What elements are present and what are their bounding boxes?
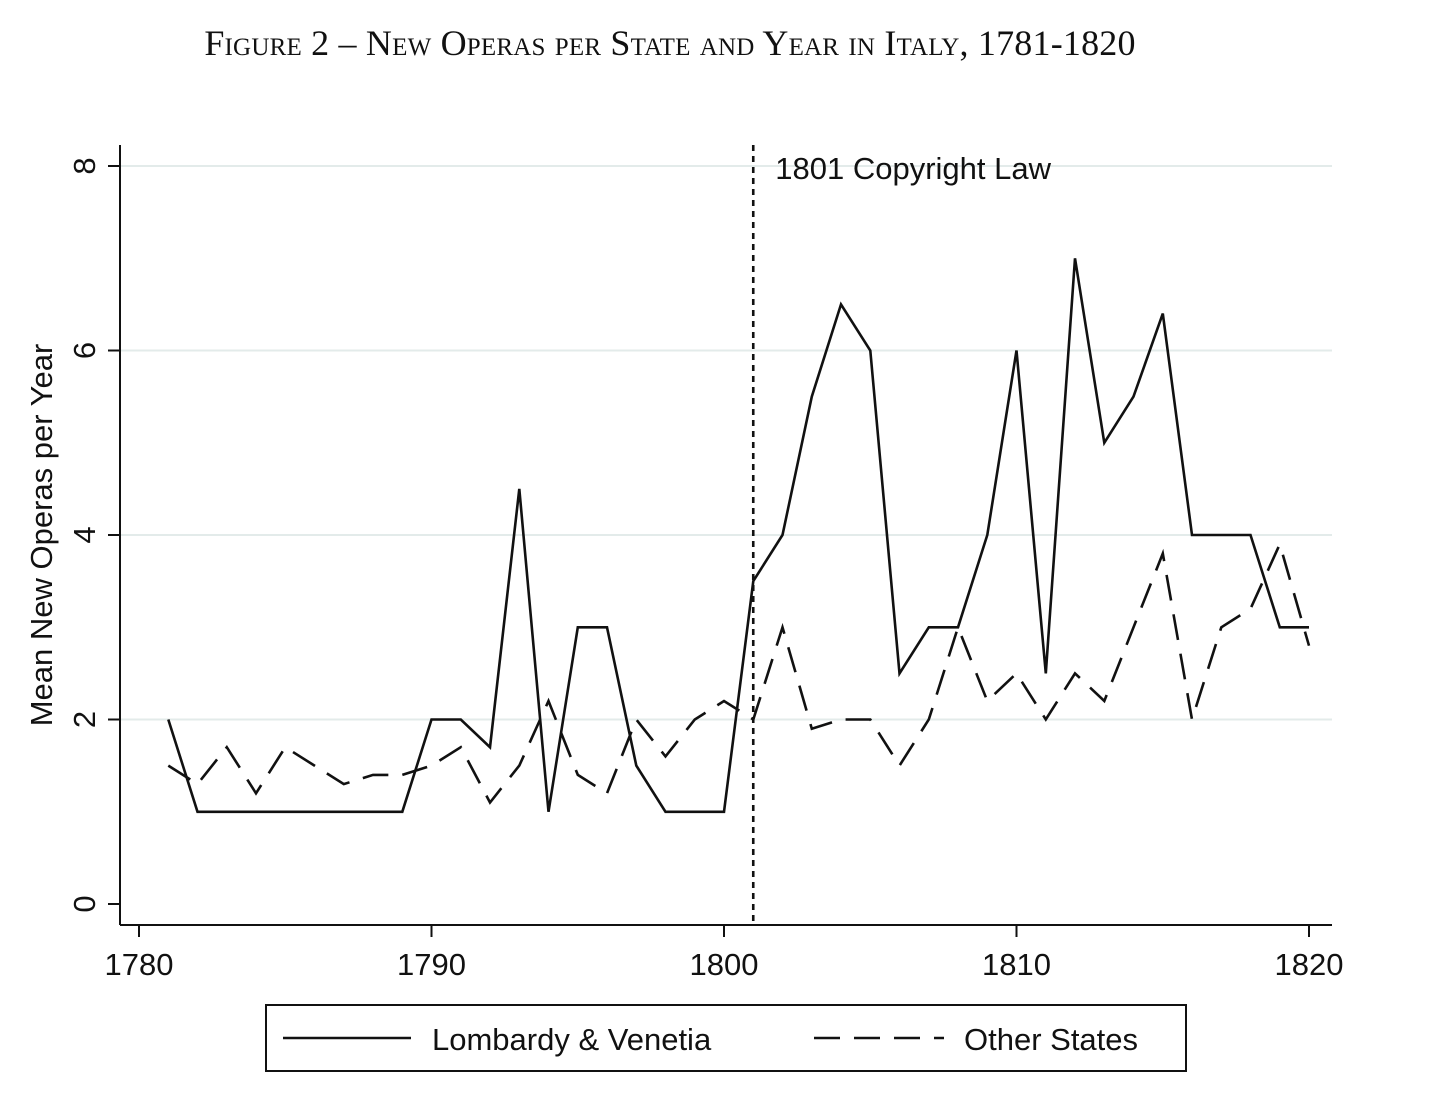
x-tick-label-1800: 1800 — [690, 947, 759, 982]
copyright-law-label: 1801 Copyright Law — [775, 151, 1051, 186]
y-tick-label-8: 8 — [67, 157, 102, 174]
chart-title: Figure 2 – New Operas per State and Year… — [204, 23, 1136, 63]
y-tick-label-0: 0 — [67, 895, 102, 912]
tick-labels: 0 2 4 6 8 1780 1790 1800 1810 1820 — [67, 157, 1343, 982]
y-tick-label-2: 2 — [67, 711, 102, 728]
series-line-lombardy-venetia — [167, 258, 1309, 814]
x-tick-label-1790: 1790 — [397, 947, 466, 982]
y-axis-label: Mean New Operas per Year — [24, 344, 59, 727]
x-tick-label-1810: 1810 — [982, 947, 1051, 982]
y-tick-label-6: 6 — [67, 342, 102, 359]
annotation: 1801 Copyright Law — [751, 145, 1052, 925]
series-lines — [167, 258, 1311, 814]
x-tick-label-1820: 1820 — [1275, 947, 1344, 982]
grid-lines — [120, 165, 1332, 721]
legend-box — [265, 1004, 1187, 1072]
legend: Lombardy & Venetia Other States — [265, 1004, 1187, 1072]
y-tick-label-4: 4 — [67, 526, 102, 543]
legend-label-other-states: Other States — [964, 1022, 1138, 1057]
x-tick-label-1780: 1780 — [105, 947, 174, 982]
series-line-other-states — [167, 540, 1311, 805]
legend-label-lombardy-venetia: Lombardy & Venetia — [432, 1022, 712, 1057]
